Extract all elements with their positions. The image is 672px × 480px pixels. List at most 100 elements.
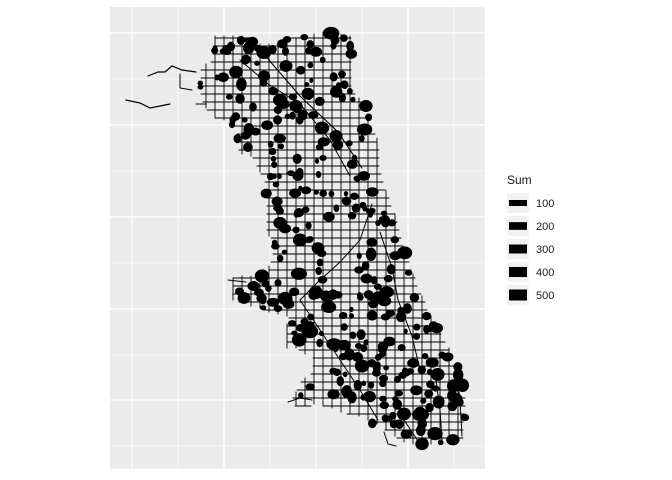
- sum-point: [329, 130, 343, 142]
- sum-point: [368, 381, 375, 389]
- sum-point: [282, 299, 295, 309]
- sum-point: [242, 117, 248, 123]
- sum-point: [427, 427, 443, 441]
- sum-point: [373, 283, 382, 290]
- sum-point: [341, 196, 352, 206]
- sum-point: [359, 201, 367, 209]
- sum-point: [380, 210, 388, 217]
- sum-point: [273, 216, 287, 229]
- sum-point: [333, 204, 340, 212]
- sum-point: [340, 324, 348, 331]
- sum-point: [241, 58, 248, 65]
- sum-point: [318, 330, 325, 337]
- sum-point: [394, 389, 404, 397]
- sum-point: [390, 236, 400, 244]
- sum-point: [383, 336, 396, 347]
- sum-point: [430, 367, 445, 381]
- sum-point: [197, 84, 204, 90]
- legend-label: 500: [536, 290, 554, 302]
- sum-point: [351, 154, 358, 162]
- sum-point: [379, 286, 395, 298]
- sum-point: [268, 86, 278, 96]
- sum-point: [365, 393, 375, 403]
- sum-point: [316, 258, 324, 267]
- sum-point: [314, 158, 320, 164]
- sum-point: [274, 279, 282, 287]
- sum-point: [256, 46, 272, 60]
- sum-point: [271, 196, 283, 207]
- sum-point: [379, 374, 389, 382]
- sum-point: [402, 303, 412, 314]
- sum-point: [329, 72, 338, 82]
- sum-point: [271, 161, 278, 169]
- legend-entry: 200: [507, 216, 554, 236]
- sum-point: [437, 439, 444, 446]
- sum-point: [354, 359, 370, 373]
- sum-point: [413, 332, 421, 340]
- sum-point: [300, 33, 309, 41]
- sum-point: [383, 274, 393, 283]
- sum-point: [229, 65, 243, 79]
- legend-label: 400: [536, 267, 554, 279]
- sum-point: [307, 62, 314, 69]
- sum-point: [289, 287, 300, 297]
- sum-point: [379, 401, 390, 410]
- sum-point: [342, 352, 349, 359]
- sum-point: [244, 37, 254, 44]
- sum-point: [260, 188, 272, 199]
- sum-point: [407, 358, 420, 368]
- sum-point: [329, 86, 343, 98]
- sum-point: [361, 261, 370, 271]
- sum-point: [367, 359, 377, 368]
- legend-label: 200: [536, 221, 554, 233]
- sum-point: [387, 219, 397, 227]
- sum-point: [425, 402, 434, 413]
- sum-point: [417, 418, 428, 429]
- sum-point: [266, 297, 280, 307]
- sum-point: [301, 206, 310, 213]
- sum-point: [301, 324, 319, 339]
- sum-point: [257, 70, 271, 82]
- sum-point: [379, 380, 387, 388]
- legend-entry: 300: [507, 239, 554, 259]
- sum-point: [457, 381, 467, 389]
- sum-point: [348, 313, 355, 319]
- sum-point: [460, 413, 470, 422]
- sum-point: [315, 267, 322, 275]
- sum-point: [212, 45, 218, 52]
- sum-point: [332, 140, 344, 150]
- sum-point: [298, 392, 304, 399]
- sum-point: [279, 60, 293, 72]
- sum-point: [379, 395, 387, 402]
- sum-point: [305, 383, 315, 391]
- sum-point: [288, 93, 298, 101]
- sum-point: [336, 376, 345, 387]
- sum-point: [281, 47, 290, 56]
- sum-point: [289, 188, 302, 198]
- road-segment: [261, 51, 363, 169]
- sum-point: [421, 311, 432, 321]
- sum-point: [376, 295, 388, 305]
- sum-point: [374, 354, 382, 361]
- sum-point: [385, 309, 395, 317]
- sum-point: [314, 121, 330, 135]
- sum-point: [359, 124, 371, 134]
- sum-point: [289, 100, 303, 112]
- sum-point: [308, 291, 319, 300]
- sum-point: [305, 47, 312, 55]
- legend-title: Sum: [507, 173, 532, 187]
- sum-point: [273, 133, 286, 144]
- sum-point: [319, 56, 326, 64]
- legend-entry: 100: [507, 193, 554, 213]
- sum-point: [356, 329, 366, 340]
- sum-point: [349, 331, 357, 339]
- sum-point: [425, 357, 439, 368]
- legend-key-swatch: [509, 244, 527, 254]
- sum-point: [352, 352, 364, 362]
- sum-point: [342, 371, 348, 378]
- sum-point: [363, 339, 369, 346]
- legend-key-swatch: [509, 222, 527, 230]
- sum-point: [350, 96, 356, 103]
- sum-point: [304, 81, 310, 88]
